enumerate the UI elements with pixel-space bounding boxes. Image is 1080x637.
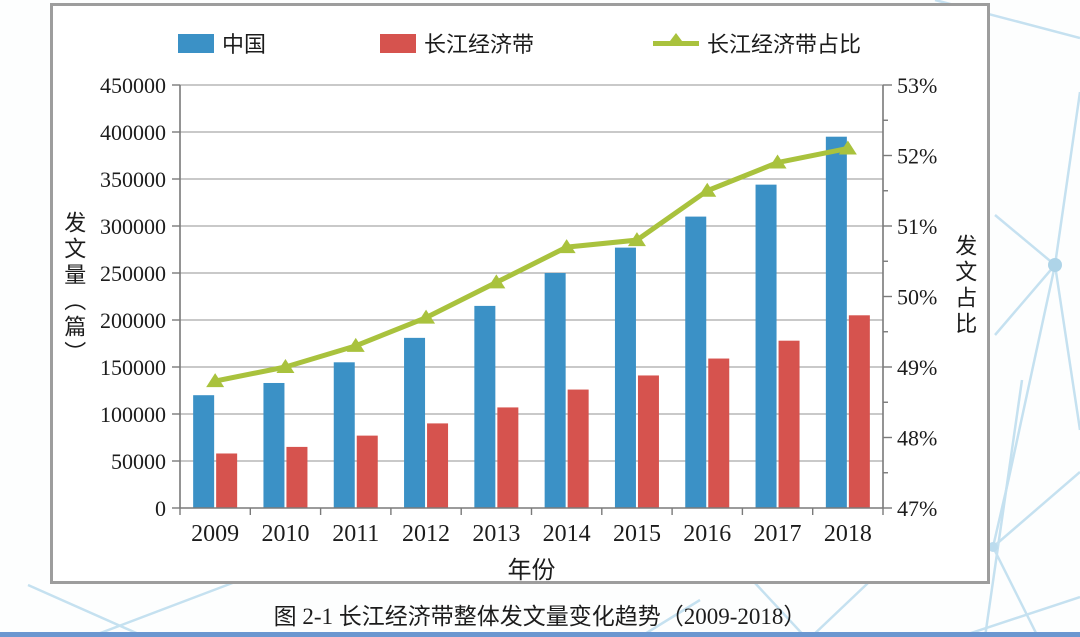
network-node — [988, 542, 998, 552]
x-axis-title: 年份 — [507, 558, 556, 584]
left-axis-title: 发文量（篇） — [61, 211, 87, 367]
legend-label-china: 中国 — [222, 32, 267, 57]
ratio-line-marker — [487, 274, 506, 289]
network-line — [1053, 264, 1080, 431]
left-axis-tick-label: 0 — [155, 496, 166, 521]
network-line — [1053, 91, 1080, 266]
bar-china — [404, 337, 426, 508]
ratio-line-marker — [417, 309, 436, 324]
chart-frame: 中国 长江经济带 长江经济带占比 0 50000 100000 150000 20000… — [50, 3, 990, 584]
bar-belt — [216, 453, 238, 508]
x-axis-tick-label: 2012 — [402, 521, 450, 547]
left-axis-tick-label: 400000 — [100, 120, 166, 145]
bar-china — [263, 382, 285, 508]
right-axis-title: 发文占比 — [952, 234, 978, 338]
bar-china — [544, 273, 566, 508]
x-axis-tick-label: 2017 — [754, 521, 802, 547]
bar-belt — [708, 358, 730, 508]
network-node — [1048, 258, 1062, 272]
bar-belt — [637, 375, 659, 508]
x-axis-tick-label: 2015 — [613, 521, 661, 547]
legend-swatch-china — [178, 33, 214, 53]
left-axis-tick-label: 150000 — [100, 355, 166, 380]
ratio-line-marker — [346, 337, 365, 352]
ratio-line-marker — [768, 154, 787, 169]
right-axis-tick-label: 48% — [897, 426, 937, 451]
bar-belt — [427, 423, 449, 508]
legend-line-marker-icon — [653, 32, 699, 46]
left-axis-tick-label: 450000 — [100, 73, 166, 98]
left-axis-tick-label: 300000 — [100, 214, 166, 239]
network-line — [992, 471, 1080, 548]
right-axis-tick-label: 52% — [897, 144, 937, 169]
bar-belt — [848, 315, 870, 508]
bar-china — [685, 216, 707, 508]
network-line — [994, 214, 1056, 266]
bar-belt — [567, 389, 589, 508]
x-axis-tick-label: 2011 — [332, 521, 379, 547]
bar-china — [474, 305, 496, 508]
legend-item-china: 中国 — [178, 30, 267, 57]
x-axis-tick-label: 2013 — [472, 521, 520, 547]
bar-china — [825, 136, 847, 508]
left-axis-tick-label: 100000 — [100, 402, 166, 427]
legend-item-belt: 长江经济带 — [380, 30, 535, 57]
network-line — [994, 264, 1056, 336]
left-axis-tick-label: 50000 — [111, 449, 166, 474]
right-axis-tick-label: 53% — [897, 73, 937, 98]
legend-label-belt: 长江经济带 — [424, 32, 535, 57]
figure-caption: 图 2-1 长江经济带整体发文量变化趋势（2009-2018） — [273, 604, 807, 629]
left-axis-tick-label: 350000 — [100, 167, 166, 192]
left-axis-tick-label: 250000 — [100, 261, 166, 286]
ratio-line-marker — [206, 373, 225, 388]
bar-belt — [356, 435, 378, 508]
x-axis-tick-label: 2018 — [824, 521, 872, 547]
legend-item-ratio: 长江经济带占比 — [653, 30, 862, 57]
network-line — [86, 580, 236, 637]
bar-china — [193, 395, 215, 508]
ratio-line-marker — [276, 359, 295, 373]
network-line — [809, 582, 869, 637]
network-line — [754, 582, 807, 637]
bar-belt — [778, 340, 800, 508]
network-line — [983, 379, 1024, 637]
bar-belt — [497, 407, 519, 508]
bar-china — [333, 362, 355, 508]
ratio-line-marker — [627, 232, 646, 247]
bottom-blue-strip — [0, 632, 1080, 637]
bar-china — [614, 247, 636, 508]
ratio-line-marker — [557, 239, 576, 254]
legend-label-ratio: 长江经济带占比 — [707, 32, 862, 57]
chart-legend: 中国 长江经济带 长江经济带占比 — [53, 30, 987, 60]
ratio-line-marker — [698, 182, 717, 197]
plot-area: 0 50000 100000 150000 200000 250000 300000 3500… — [100, 73, 937, 547]
bar-belt — [286, 446, 308, 508]
network-line — [639, 598, 701, 637]
left-axis-tick-label: 200000 — [100, 308, 166, 333]
x-axis-tick-label: 2016 — [683, 521, 731, 547]
x-axis-tick-label: 2014 — [543, 521, 591, 547]
right-axis-tick-label: 49% — [897, 355, 937, 380]
right-axis-tick-label: 51% — [897, 214, 937, 239]
x-axis-tick-label: 2010 — [261, 521, 309, 547]
bar-china — [755, 184, 777, 508]
network-line — [27, 583, 149, 637]
legend-swatch-belt — [380, 33, 416, 53]
ratio-line — [214, 145, 849, 384]
network-line — [1006, 264, 1057, 483]
right-axis-tick-label: 47% — [897, 496, 937, 521]
ratio-line-marker — [838, 140, 857, 155]
network-line — [991, 546, 1040, 637]
x-axis-tick-label: 2009 — [191, 521, 239, 547]
right-axis-tick-label: 50% — [897, 285, 937, 310]
